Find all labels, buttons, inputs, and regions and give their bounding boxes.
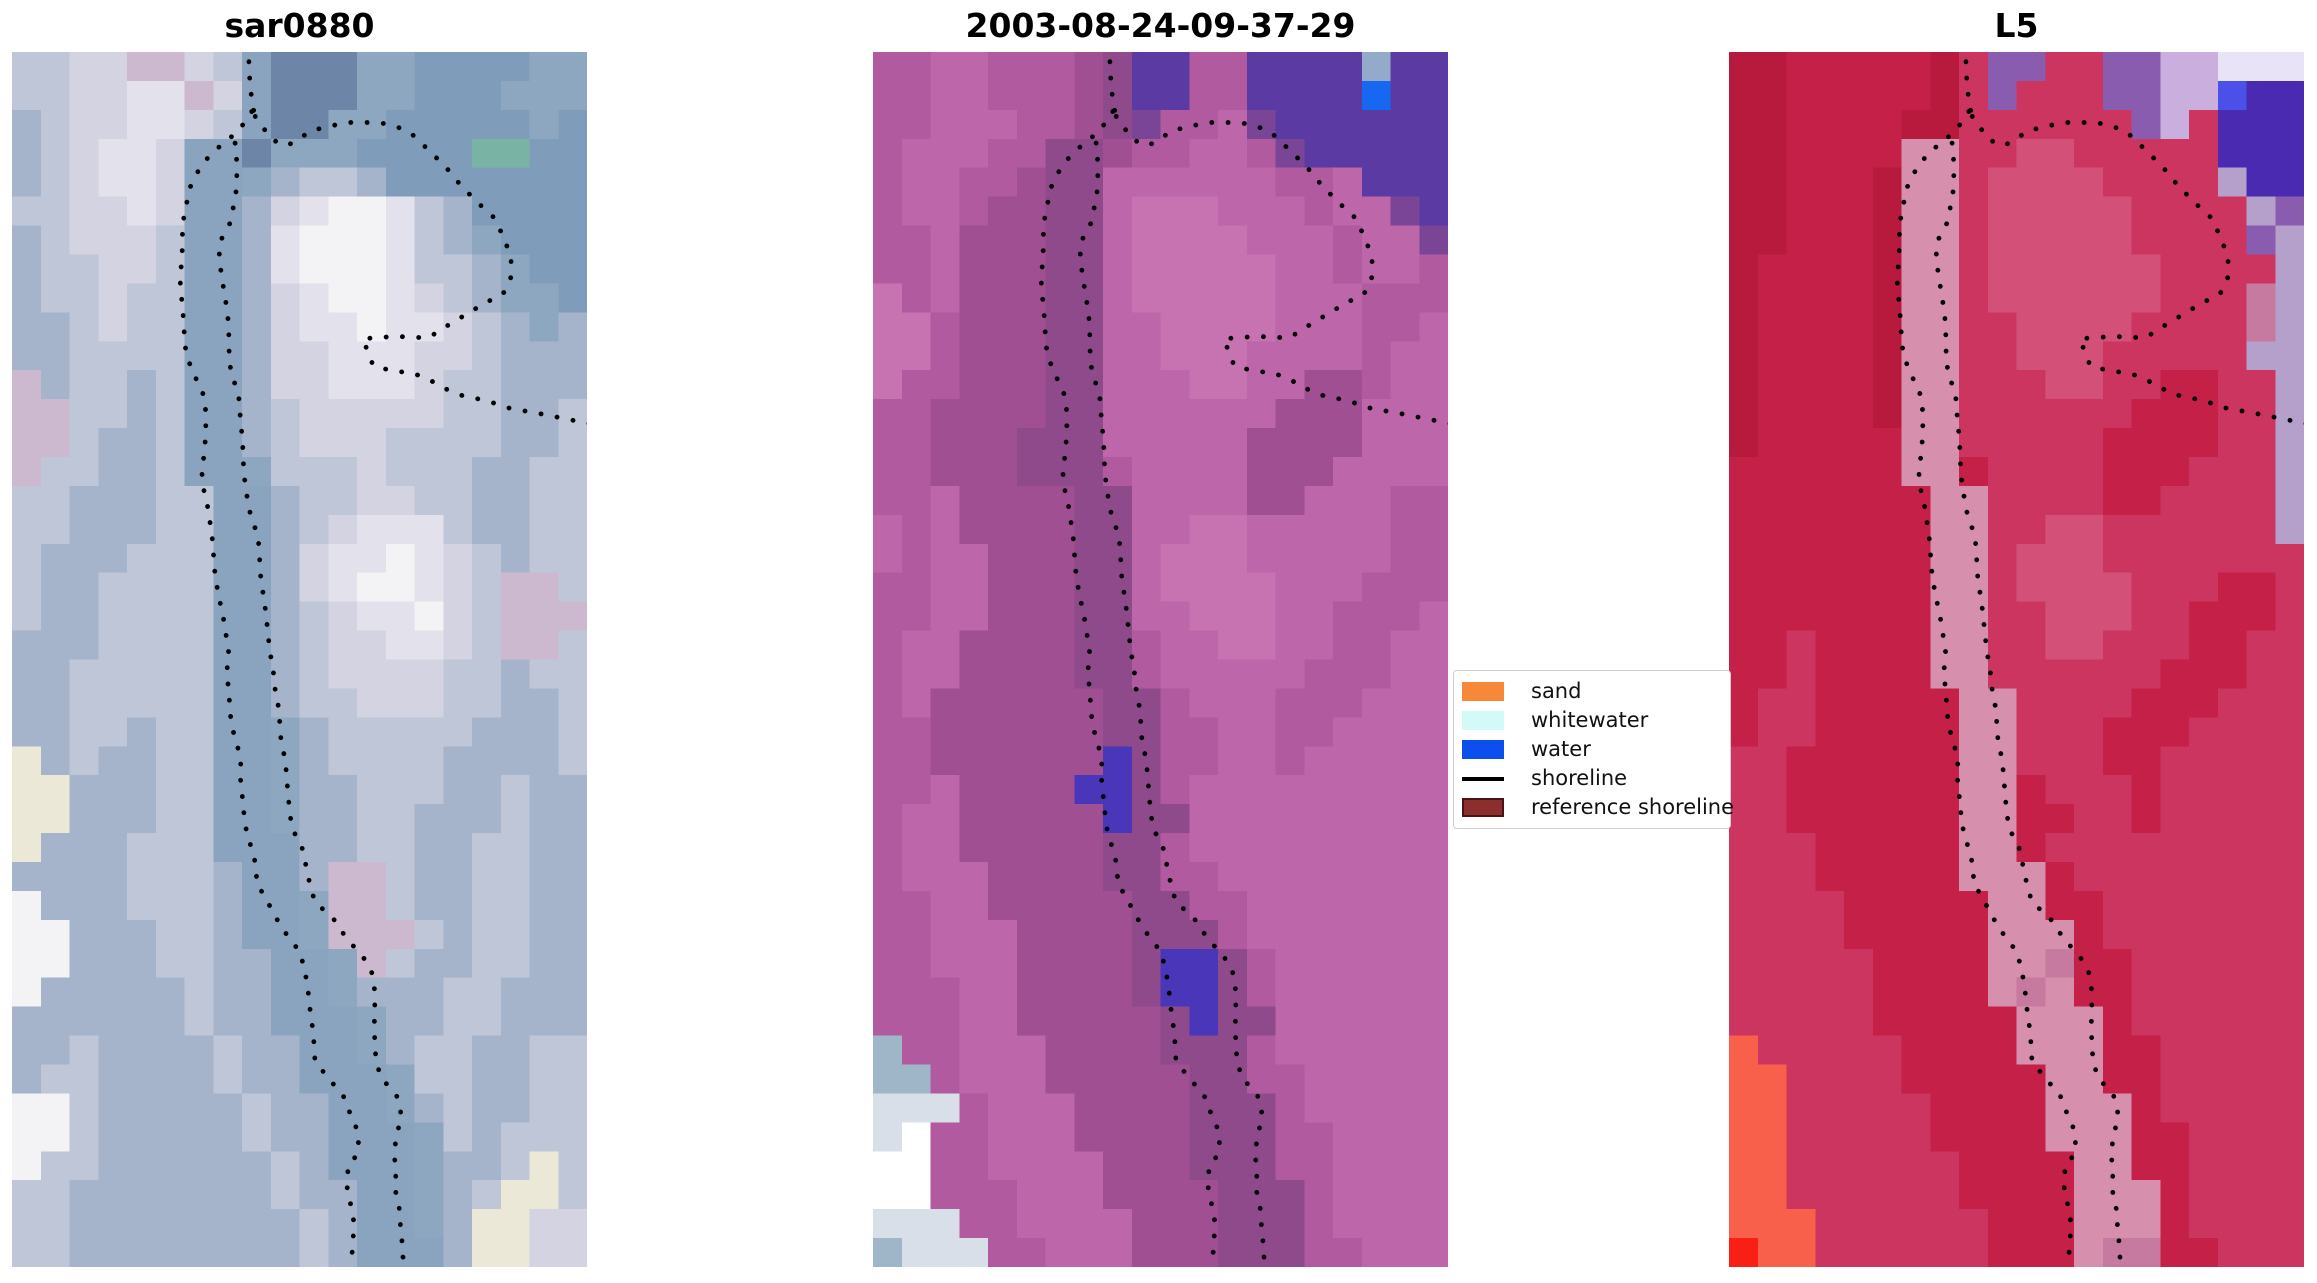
panel-s2-image [873,52,1448,1267]
shoreline-dotted-path [1933,140,2123,1260]
legend-swatch-whitewater [1462,711,1504,730]
shoreline-overlay-sar [177,59,587,1260]
shoreline-overlay-l5 [1894,59,2304,1260]
shoreline-dotted-path [1077,140,1267,1260]
optical-satellite-image-2003 [873,52,1448,1267]
shoreline-overlay-s2 [1038,59,1448,1260]
panel-title-sar: sar0880 [224,6,375,45]
legend-label: water [1531,737,1591,761]
shoreline-dotted-path [252,114,587,426]
shoreline-dotted-path [1107,59,1119,119]
shoreline-dotted-path [1894,109,2079,1260]
legend-swatch-water [1462,740,1504,759]
legend-label: whitewater [1531,708,1649,732]
shoreline-dotted-path [177,109,362,1260]
legend-label: sand [1531,679,1582,703]
shoreline-dotted-path [1113,114,1448,426]
shoreline-dotted-path [1963,59,1975,119]
panel-title-l5: L5 [1994,6,2039,45]
panel-l5-image [1729,52,2304,1267]
legend-label: reference shoreline [1531,795,1735,819]
landsat5-satellite-image [1729,52,2304,1267]
shoreline-dotted-path [1038,109,1223,1260]
panel-title-s2-date: 2003-08-24-09-37-29 [965,6,1356,45]
legend: sand whitewater water shoreline reference sh… [1453,670,1734,829]
shoreline-dotted-path [216,140,406,1260]
legend-item-shoreline: shoreline [1462,764,1722,793]
legend-item-sand: sand [1462,677,1722,706]
legend-item-whitewater: whitewater [1462,706,1722,735]
shoreline-dotted-path [246,59,258,119]
shoreline-dotted-path [1969,114,2304,426]
legend-swatch-reference-shoreline [1462,798,1504,817]
panel-sar-image [12,52,587,1267]
legend-item-water: water [1462,735,1722,764]
sar-satellite-image [12,52,587,1267]
legend-swatch-sand [1462,682,1504,701]
legend-item-reference-shoreline: reference shoreline [1462,793,1734,822]
legend-label: shoreline [1531,766,1628,790]
legend-swatch-shoreline [1462,769,1504,788]
